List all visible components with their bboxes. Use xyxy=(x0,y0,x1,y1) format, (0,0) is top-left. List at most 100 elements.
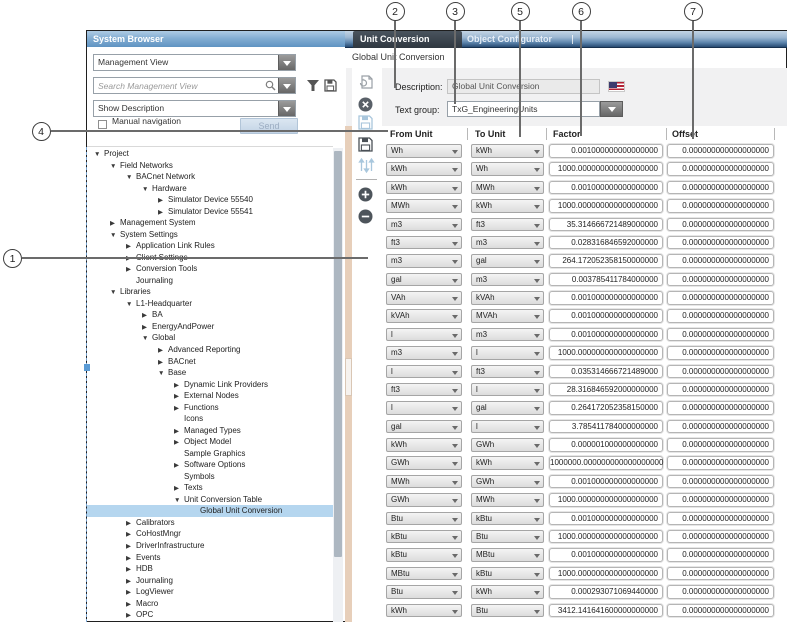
tree-collapsed-icon[interactable]: ▶ xyxy=(126,531,131,539)
chevron-down-icon[interactable] xyxy=(452,205,458,210)
offset-input[interactable]: 0.000000000000000000 xyxy=(667,474,774,489)
save-icon[interactable] xyxy=(358,115,374,131)
tree-item-global-unit-conversion[interactable]: Global Unit Conversion xyxy=(87,505,333,518)
to-unit-select[interactable]: l xyxy=(471,382,544,397)
tree-collapsed-icon[interactable]: ▶ xyxy=(126,566,131,574)
chevron-down-icon[interactable] xyxy=(534,260,540,265)
chevron-down-icon[interactable] xyxy=(452,407,458,412)
from-unit-select[interactable]: l xyxy=(386,364,462,379)
chevron-down-icon[interactable] xyxy=(534,315,540,320)
tree-expanded-icon[interactable]: ▼ xyxy=(110,289,117,297)
factor-input[interactable]: 0.001000000000000000 xyxy=(549,144,663,158)
chevron-down-icon[interactable] xyxy=(452,352,458,357)
chevron-down-icon[interactable] xyxy=(452,609,458,614)
to-unit-select[interactable]: GWh xyxy=(471,438,544,452)
to-unit-select[interactable]: kWh xyxy=(471,144,544,158)
chevron-down-icon[interactable] xyxy=(452,150,458,154)
offset-input[interactable]: 0.000000000000000000 xyxy=(667,144,774,158)
tree-expanded-icon[interactable]: ▼ xyxy=(126,174,133,182)
chevron-down-icon[interactable] xyxy=(534,223,540,228)
tree-item-ba[interactable]: ▶ BA xyxy=(87,309,333,321)
tree-item-simulator-device-55541[interactable]: ▶ Simulator Device 55541 xyxy=(87,206,333,218)
tree-scrollbar-thumb[interactable] xyxy=(334,151,342,557)
factor-input[interactable]: 1000.000000000000000000 xyxy=(549,199,663,213)
tree-collapsed-icon[interactable]: ▶ xyxy=(158,347,163,354)
from-unit-select[interactable]: kBtu xyxy=(386,548,462,562)
offset-input[interactable]: 0.000000000000000000 xyxy=(667,585,774,599)
tree-item-hardware[interactable]: ▼ Hardware xyxy=(87,183,333,195)
to-unit-select[interactable]: Btu xyxy=(471,529,544,544)
chevron-down-icon[interactable] xyxy=(452,535,458,540)
remove-row-icon[interactable] xyxy=(358,209,374,225)
tree-item-calibrators[interactable]: ▶ Calibrators xyxy=(87,517,333,529)
tree-item-project[interactable]: ▼ Project xyxy=(87,148,333,160)
factor-input[interactable]: 1000000.000000000000000000 xyxy=(549,456,663,470)
chevron-down-icon[interactable] xyxy=(534,352,540,357)
offset-input[interactable]: 0.000000000000000000 xyxy=(667,511,774,526)
chevron-down-icon[interactable] xyxy=(452,425,458,430)
from-unit-select[interactable]: m3 xyxy=(386,346,462,360)
to-unit-select[interactable]: kVAh xyxy=(471,291,544,305)
chevron-down-icon[interactable] xyxy=(452,554,458,559)
tree-item-dynamic-link-providers[interactable]: ▶ Dynamic Link Providers xyxy=(87,379,333,391)
from-unit-select[interactable]: kVAh xyxy=(386,309,462,323)
chevron-down-icon[interactable] xyxy=(534,370,540,375)
tree-item-software-options[interactable]: ▶ Software Options xyxy=(87,459,333,471)
factor-input[interactable]: 3.785411784000000000 xyxy=(549,419,663,434)
chevron-down-icon[interactable] xyxy=(534,554,540,559)
chevron-down-icon[interactable] xyxy=(452,388,458,393)
factor-input[interactable]: 1000.000000000000000000 xyxy=(549,493,663,507)
tree-item-simulator-device-55540[interactable]: ▶ Simulator Device 55540 xyxy=(87,194,333,206)
tree-collapsed-icon[interactable]: ▶ xyxy=(126,543,131,551)
offset-input[interactable]: 0.000000000000000000 xyxy=(667,346,774,360)
from-unit-select[interactable]: l xyxy=(386,401,462,415)
from-unit-select[interactable]: ft3 xyxy=(386,382,462,397)
factor-input[interactable]: 0.000001000000000000 xyxy=(549,438,663,452)
offset-input[interactable]: 0.000000000000000000 xyxy=(667,254,774,268)
tree-item-field-networks[interactable]: ▼ Field Networks xyxy=(87,160,333,172)
from-unit-select[interactable]: GWh xyxy=(386,456,462,470)
to-unit-select[interactable]: Wh xyxy=(471,162,544,176)
offset-input[interactable]: 0.000000000000000000 xyxy=(667,199,774,213)
from-unit-select[interactable]: gal xyxy=(386,419,462,434)
tree-item-opc[interactable]: ▶ OPC xyxy=(87,609,333,621)
offset-input[interactable]: 0.000000000000000000 xyxy=(667,493,774,507)
to-unit-select[interactable]: gal xyxy=(471,401,544,415)
send-button[interactable]: Send xyxy=(240,118,298,134)
chevron-down-icon[interactable] xyxy=(534,572,540,577)
delete-icon[interactable] xyxy=(358,97,374,113)
offset-input[interactable]: 0.000000000000000000 xyxy=(667,382,774,397)
offset-input[interactable]: 0.000000000000000000 xyxy=(667,603,774,617)
tree-item-l1-headquarter[interactable]: ▼ L1-Headquarter xyxy=(87,298,333,310)
tree-collapsed-icon[interactable]: ▶ xyxy=(126,612,131,620)
tree-collapsed-icon[interactable]: ▶ xyxy=(174,404,179,412)
chevron-down-icon[interactable] xyxy=(452,241,458,246)
save-search-icon[interactable] xyxy=(324,79,337,92)
tree-item-object-model[interactable]: ▶ Object Model xyxy=(87,436,333,448)
from-unit-select[interactable]: MWh xyxy=(386,199,462,213)
factor-input[interactable]: 0.001000000000000000 xyxy=(549,309,663,323)
chevron-down-icon[interactable] xyxy=(452,444,458,449)
tree-collapsed-icon[interactable]: ▶ xyxy=(126,519,131,527)
chevron-down-icon[interactable] xyxy=(534,205,540,210)
tree-item-logviewer[interactable]: ▶ LogViewer xyxy=(87,586,333,598)
offset-input[interactable]: 0.000000000000000000 xyxy=(667,456,774,470)
chevron-down-icon[interactable] xyxy=(534,297,540,302)
chevron-down-icon[interactable] xyxy=(534,535,540,540)
from-unit-select[interactable]: kBtu xyxy=(386,529,462,544)
to-unit-select[interactable]: m3 xyxy=(471,327,544,342)
to-unit-select[interactable]: MWh xyxy=(471,493,544,507)
tree-item-events[interactable]: ▶ Events xyxy=(87,552,333,564)
chevron-down-icon[interactable] xyxy=(452,168,458,173)
tree-item-bacnet[interactable]: ▶ BACnet xyxy=(87,356,333,368)
tree-item-unit-conversion-table[interactable]: ▼ Unit Conversion Table xyxy=(87,494,333,506)
offset-input[interactable]: 0.000000000000000000 xyxy=(667,235,774,250)
chevron-down-icon[interactable] xyxy=(452,315,458,320)
tree-collapsed-icon[interactable]: ▶ xyxy=(110,220,115,228)
factor-input[interactable]: 0.001000000000000000 xyxy=(549,474,663,489)
tree-item-libraries[interactable]: ▼ Libraries xyxy=(87,286,333,298)
from-unit-select[interactable]: Wh xyxy=(386,144,462,158)
to-unit-select[interactable]: MWh xyxy=(471,180,544,195)
tab-object-configurator[interactable]: Object Configurator xyxy=(467,34,552,44)
from-unit-select[interactable]: Btu xyxy=(386,585,462,599)
